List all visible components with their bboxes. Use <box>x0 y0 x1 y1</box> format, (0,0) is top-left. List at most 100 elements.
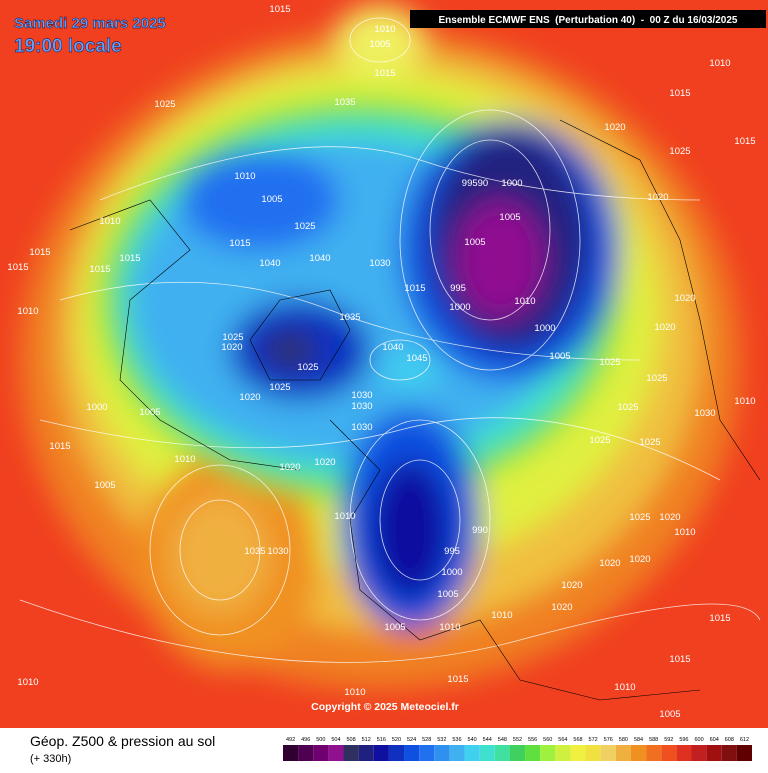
legend-tick-label: 528 <box>422 737 431 743</box>
isobar-label: 1015 <box>229 238 250 249</box>
isobar-label: 1010 <box>334 511 355 522</box>
run-info: Ensemble ECMWF ENS (Perturbation 40) - 0… <box>439 15 738 26</box>
isobar-label: 1000 <box>441 567 462 578</box>
legend-swatch <box>388 745 405 761</box>
isobar-label: 1030 <box>694 408 715 419</box>
legend-swatch <box>404 745 420 761</box>
legend-swatch <box>555 745 571 761</box>
legend-swatch <box>691 745 707 761</box>
legend-tick-label: 572 <box>589 737 598 743</box>
isobar-label: 1025 <box>629 512 650 523</box>
isobar-label: 1020 <box>659 512 680 523</box>
legend-swatch <box>434 745 450 761</box>
isobar-label: 99590 <box>462 178 488 189</box>
legend-swatch <box>494 745 510 761</box>
isobar-label: 1020 <box>279 462 300 473</box>
isobar-label: 1025 <box>154 99 175 110</box>
isobar-label: 1015 <box>374 68 395 79</box>
isobar-label: 1020 <box>654 322 675 333</box>
legend-tick-label: 548 <box>498 737 507 743</box>
isobar-label: 1020 <box>561 580 582 591</box>
legend-tick-label: 600 <box>694 737 703 743</box>
isobar-label: 1020 <box>314 457 335 468</box>
isobar-label: 1025 <box>669 146 690 157</box>
isobar-label: 1040 <box>259 258 280 269</box>
legend-swatch <box>646 745 662 761</box>
isobar-label: 1005 <box>94 480 115 491</box>
isobar-label: 1030 <box>351 401 372 412</box>
legend-swatch <box>600 745 616 761</box>
legend-swatch <box>615 745 631 761</box>
legend-tick-label: 608 <box>725 737 734 743</box>
isobar-label: 1035 <box>244 546 265 557</box>
legend-tick-label: 508 <box>346 737 355 743</box>
legend-tick-label: 496 <box>301 737 310 743</box>
map <box>0 0 768 728</box>
isobar-label: 1015 <box>669 654 690 665</box>
legend-swatch <box>479 745 495 761</box>
legend-swatch <box>661 745 677 761</box>
isobar-label: 1005 <box>549 351 570 362</box>
legend-tick-label: 516 <box>377 737 386 743</box>
isobar-label: 1035 <box>339 312 360 323</box>
isobar-label: 1010 <box>374 24 395 35</box>
isobar-label: 1020 <box>221 342 242 353</box>
legend-tick-label: 564 <box>558 737 567 743</box>
isobar-label: 1020 <box>674 293 695 304</box>
legend-tick-label: 588 <box>649 737 658 743</box>
isobar-label: 1030 <box>351 422 372 433</box>
isobar-label: 1020 <box>239 392 260 403</box>
isobar-label: 1005 <box>384 622 405 633</box>
isobar-label: 1005 <box>261 194 282 205</box>
legend-tick-label: 596 <box>679 737 688 743</box>
legend-swatch <box>419 745 435 761</box>
isobar-label: 995 <box>444 546 460 557</box>
isobar-label: 1025 <box>297 362 318 373</box>
isobar-label: 1010 <box>234 171 255 182</box>
isobar-label: 1030 <box>267 546 288 557</box>
legend-tick-label: 536 <box>452 737 461 743</box>
legend-swatch <box>721 745 737 761</box>
isobar-label: 1025 <box>269 382 290 393</box>
isobar-label: 1010 <box>514 296 535 307</box>
isobar-label: 1025 <box>599 357 620 368</box>
isobar-label: 1010 <box>174 454 195 465</box>
date: Samedi 29 mars 2025 <box>14 15 166 32</box>
legend-tick-label: 560 <box>543 737 552 743</box>
legend-swatch <box>464 745 480 761</box>
legend-tick-label: 492 <box>286 737 295 743</box>
legend-swatch <box>298 745 314 761</box>
footer-subtitle: (+ 330h) <box>30 753 71 765</box>
legend-tick-label: 532 <box>437 737 446 743</box>
legend-swatch <box>570 745 586 761</box>
isobar-label: 1015 <box>29 247 50 258</box>
field <box>20 5 740 690</box>
isobar-label: 1015 <box>89 264 110 275</box>
isobar-label: 1020 <box>551 602 572 613</box>
legend-tick-label: 504 <box>331 737 340 743</box>
isobar-label: 1025 <box>294 221 315 232</box>
legend-tick-label: 556 <box>528 737 537 743</box>
isobar-label: 1025 <box>646 373 667 384</box>
isobar-label: 995 <box>450 283 466 294</box>
isobar-label: 1030 <box>369 258 390 269</box>
legend-tick-label: 612 <box>740 737 749 743</box>
coastlines <box>69 119 761 701</box>
legend-swatch <box>313 745 329 761</box>
legend-tick-label: 544 <box>483 737 492 743</box>
isobar-label: 1015 <box>269 4 290 15</box>
legend-swatch <box>449 745 465 761</box>
isobar-label: 1015 <box>669 88 690 99</box>
isobar-label: 990 <box>472 525 488 536</box>
isobar-label: 1010 <box>614 682 635 693</box>
isobar-label: 1015 <box>447 674 468 685</box>
isobar-label: 1005 <box>369 39 390 50</box>
isobar-label: 1045 <box>406 353 427 364</box>
run-banner <box>410 10 766 28</box>
isobar-label: 1025 <box>222 332 243 343</box>
legend-swatch <box>358 745 374 761</box>
isobar-label: 1010 <box>674 527 695 538</box>
legend-swatch <box>283 745 299 761</box>
